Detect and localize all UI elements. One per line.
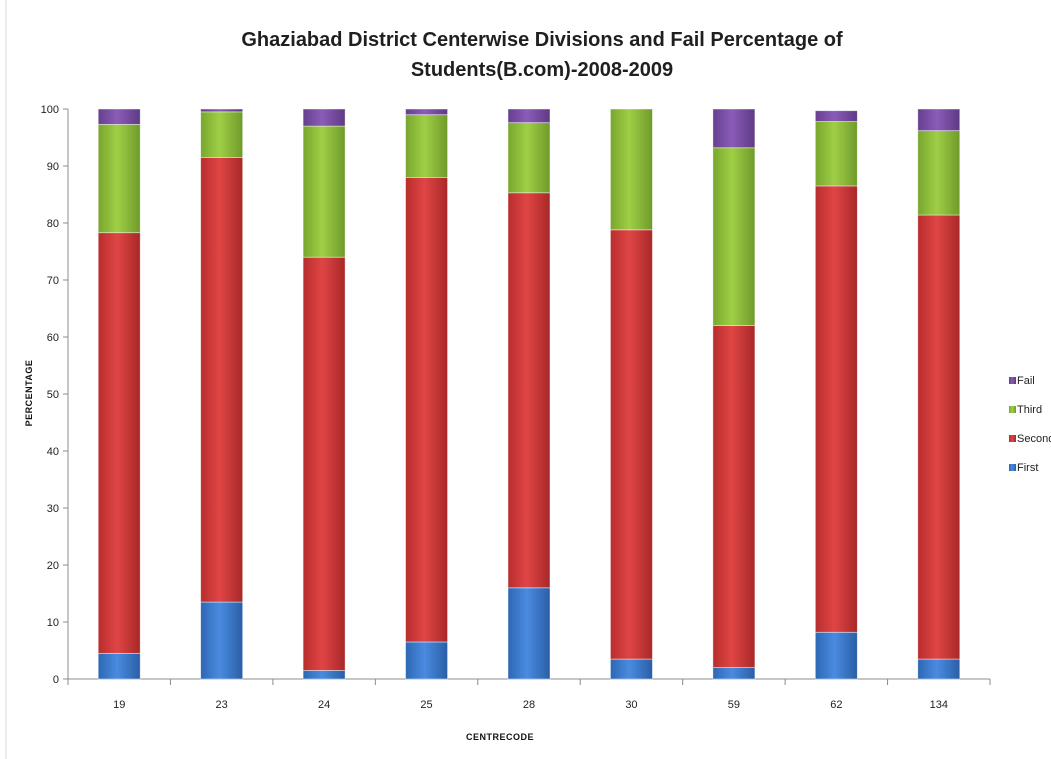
bar-segment-first [814, 631, 858, 680]
bar-segment-first [405, 641, 448, 680]
y-tick-label: 80 [47, 218, 59, 230]
legend-label-first: First [1017, 462, 1038, 474]
bar-segment-third [97, 123, 141, 234]
y-axis: 0 10 20 30 40 50 60 70 80 90 100 [41, 104, 69, 686]
x-axis-title: CENTRECODE [466, 732, 534, 742]
legend-label-third: Third [1017, 404, 1042, 416]
bar-segment-second [814, 185, 858, 633]
x-axis: 19 23 24 25 28 30 59 62 134 [67, 678, 991, 711]
y-tick-label: 70 [47, 275, 59, 287]
bar-segment-fail [405, 108, 448, 116]
bar-segment-third [610, 108, 653, 231]
y-tick-label: 10 [47, 617, 59, 629]
bars-group [97, 108, 961, 680]
x-tick-label: 134 [930, 699, 948, 711]
legend-label-second: Second [1017, 433, 1051, 445]
legend-swatch-first [1009, 464, 1016, 471]
bar-segment-third [405, 114, 448, 178]
x-tick-label: 25 [420, 699, 432, 711]
bar-segment-fail [302, 108, 346, 127]
bar-segment-second [405, 176, 448, 643]
y-tick-label: 90 [47, 161, 59, 173]
bar-segment-first [712, 667, 756, 680]
bar-segment-fail [712, 108, 756, 149]
chart-title-line-1: Ghaziabad District Centerwise Divisions … [241, 29, 843, 51]
x-tick-label: 19 [113, 699, 125, 711]
bar-segment-fail [507, 108, 551, 124]
legend-swatch-third [1009, 406, 1016, 413]
bar-segment-first [97, 652, 141, 680]
chart-title-line-2: Students(B.com)-2008-2009 [411, 59, 673, 81]
bar-segment-second [712, 325, 756, 669]
bar-segment-first [610, 658, 653, 680]
legend-swatch-second [1009, 435, 1016, 442]
y-tick-label: 20 [47, 560, 59, 572]
bar-segment-second [302, 256, 346, 671]
x-tick-label: 28 [523, 699, 535, 711]
bar-segment-fail [917, 108, 961, 132]
bar-segment-second [200, 157, 244, 603]
y-tick-label: 60 [47, 332, 59, 344]
bar-segment-fail [97, 108, 141, 125]
y-tick-label: 100 [41, 104, 59, 116]
y-axis-title: PERCENTAGE [24, 360, 34, 427]
bar-segment-first [507, 587, 551, 680]
x-tick-label: 24 [318, 699, 330, 711]
y-tick-label: 40 [47, 446, 59, 458]
bar-segment-third [917, 130, 961, 216]
x-tick-label: 23 [216, 699, 228, 711]
y-tick-label: 50 [47, 389, 59, 401]
bar-segment-third [814, 121, 858, 187]
bar-segment-third [302, 125, 346, 258]
bar-segment-third [507, 122, 551, 194]
bar-segment-fail [814, 110, 858, 122]
bar-segment-first [200, 601, 244, 680]
bar-segment-third [200, 111, 244, 158]
x-tick-label: 62 [830, 699, 842, 711]
bar-segment-first [302, 670, 346, 680]
bar-segment-second [917, 214, 961, 660]
legend: Fail Third Second First [1009, 375, 1051, 474]
bar-segment-second [610, 229, 653, 660]
y-tick-label: 30 [47, 503, 59, 515]
x-tick-label: 30 [625, 699, 637, 711]
bar-segment-second [507, 192, 551, 589]
bar-segment-fail [200, 108, 244, 113]
legend-label-fail: Fail [1017, 375, 1035, 387]
bar-segment-second [97, 232, 141, 654]
bar-segment-third [712, 147, 756, 326]
legend-swatch-fail [1009, 377, 1016, 384]
y-tick-label: 0 [53, 674, 59, 686]
x-tick-label: 59 [728, 699, 740, 711]
bar-segment-first [917, 658, 961, 680]
